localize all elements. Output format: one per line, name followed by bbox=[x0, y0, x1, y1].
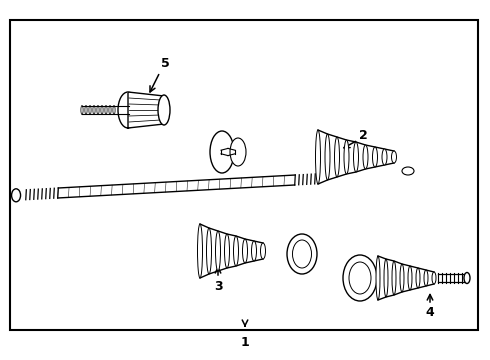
Ellipse shape bbox=[325, 134, 330, 180]
Ellipse shape bbox=[424, 270, 428, 286]
Ellipse shape bbox=[402, 167, 414, 175]
Ellipse shape bbox=[316, 130, 320, 184]
Ellipse shape bbox=[93, 105, 95, 114]
Ellipse shape bbox=[89, 105, 91, 114]
Ellipse shape bbox=[97, 105, 99, 114]
Ellipse shape bbox=[293, 240, 312, 268]
Ellipse shape bbox=[363, 145, 368, 169]
Ellipse shape bbox=[118, 92, 138, 128]
Ellipse shape bbox=[251, 241, 256, 261]
Text: 3: 3 bbox=[214, 279, 222, 292]
Ellipse shape bbox=[392, 261, 396, 295]
Polygon shape bbox=[58, 175, 295, 198]
Ellipse shape bbox=[416, 268, 420, 288]
Ellipse shape bbox=[408, 266, 412, 290]
Ellipse shape bbox=[224, 234, 229, 268]
Text: 5: 5 bbox=[161, 57, 170, 69]
Ellipse shape bbox=[432, 272, 436, 284]
Polygon shape bbox=[378, 256, 434, 300]
Ellipse shape bbox=[343, 255, 377, 301]
Ellipse shape bbox=[109, 105, 111, 114]
Ellipse shape bbox=[372, 147, 377, 167]
Ellipse shape bbox=[335, 137, 340, 177]
Polygon shape bbox=[318, 130, 394, 184]
Ellipse shape bbox=[206, 228, 212, 274]
Bar bbox=[10, 20, 478, 330]
Ellipse shape bbox=[353, 142, 359, 172]
Ellipse shape bbox=[234, 236, 239, 266]
Text: 4: 4 bbox=[426, 306, 434, 319]
Ellipse shape bbox=[230, 138, 246, 166]
Ellipse shape bbox=[464, 273, 470, 284]
Ellipse shape bbox=[400, 264, 404, 292]
Ellipse shape bbox=[113, 105, 115, 114]
Ellipse shape bbox=[382, 149, 387, 165]
Ellipse shape bbox=[210, 131, 234, 173]
Ellipse shape bbox=[261, 243, 266, 259]
Ellipse shape bbox=[376, 256, 380, 300]
Ellipse shape bbox=[287, 234, 317, 274]
Ellipse shape bbox=[105, 105, 107, 114]
Ellipse shape bbox=[12, 189, 21, 202]
Polygon shape bbox=[200, 224, 263, 278]
Ellipse shape bbox=[243, 239, 247, 263]
Ellipse shape bbox=[158, 95, 170, 125]
Text: 1: 1 bbox=[241, 336, 249, 348]
Ellipse shape bbox=[384, 259, 388, 297]
Ellipse shape bbox=[101, 105, 103, 114]
Ellipse shape bbox=[85, 105, 87, 114]
Ellipse shape bbox=[392, 151, 396, 163]
Text: 2: 2 bbox=[359, 129, 368, 141]
Ellipse shape bbox=[216, 231, 220, 271]
Ellipse shape bbox=[81, 105, 83, 114]
Ellipse shape bbox=[197, 224, 202, 278]
Ellipse shape bbox=[349, 262, 371, 294]
Ellipse shape bbox=[344, 140, 349, 174]
Polygon shape bbox=[128, 92, 164, 128]
